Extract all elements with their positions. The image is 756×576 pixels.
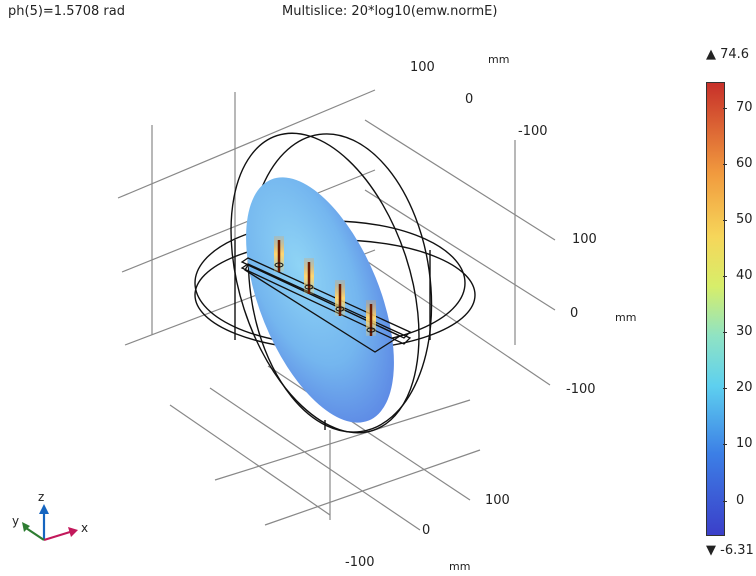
parameter-label: ph(5)=1.5708 rad <box>8 4 125 19</box>
unit-bottom: mm <box>449 560 471 573</box>
triad-y-label: y <box>12 514 20 528</box>
axis-grid <box>117 89 556 531</box>
plot-title: Multislice: 20*log10(emw.normE) <box>282 4 498 19</box>
colorbar-tick-label: 70 <box>736 99 753 115</box>
colorbar-max-label: ▲ 74.6 <box>706 47 750 62</box>
y-tick-0: 0 <box>465 92 474 107</box>
axis-triad <box>22 504 78 542</box>
x-tick-minus100: -100 <box>345 555 375 570</box>
colorbar <box>706 82 725 536</box>
z-tick-100: 100 <box>572 232 597 247</box>
colorbar-tick-label: 50 <box>736 212 753 228</box>
colorbar-tick-mark <box>723 388 727 390</box>
colorbar-tick-mark <box>723 276 727 278</box>
colorbar-tick-mark <box>723 500 727 502</box>
x-tick-100: 100 <box>485 493 510 508</box>
colorbar-min-label: ▼ -6.31 <box>706 543 754 558</box>
unit-top: mm <box>488 53 510 66</box>
colorbar-tick-mark <box>723 444 727 446</box>
y-tick-minus100: -100 <box>518 124 548 139</box>
colorbar-tick-label: 10 <box>736 436 753 452</box>
colorbar-tick-mark <box>723 107 727 109</box>
antenna-board <box>240 257 412 353</box>
x-tick-0: 0 <box>422 523 431 538</box>
dipole-elements <box>274 236 376 336</box>
colorbar-tick-mark <box>723 163 727 165</box>
z-tick-minus100: -100 <box>566 382 596 397</box>
y-tick-100: 100 <box>410 60 435 75</box>
colorbar-tick-label: 30 <box>736 324 753 340</box>
z-tick-0: 0 <box>570 306 579 321</box>
multislice-plane <box>246 177 394 423</box>
colorbar-tick-mark <box>723 220 727 222</box>
unit-right: mm <box>615 311 637 324</box>
triad-z-label: z <box>38 490 45 504</box>
colorbar-tick-label: 0 <box>736 492 745 508</box>
colorbar-tick-label: 60 <box>736 155 753 171</box>
colorbar-tick-mark <box>723 332 727 334</box>
colorbar-tick-label: 20 <box>736 380 753 396</box>
colorbar-tick-label: 40 <box>736 268 753 284</box>
triad-x-label: x <box>81 521 89 535</box>
